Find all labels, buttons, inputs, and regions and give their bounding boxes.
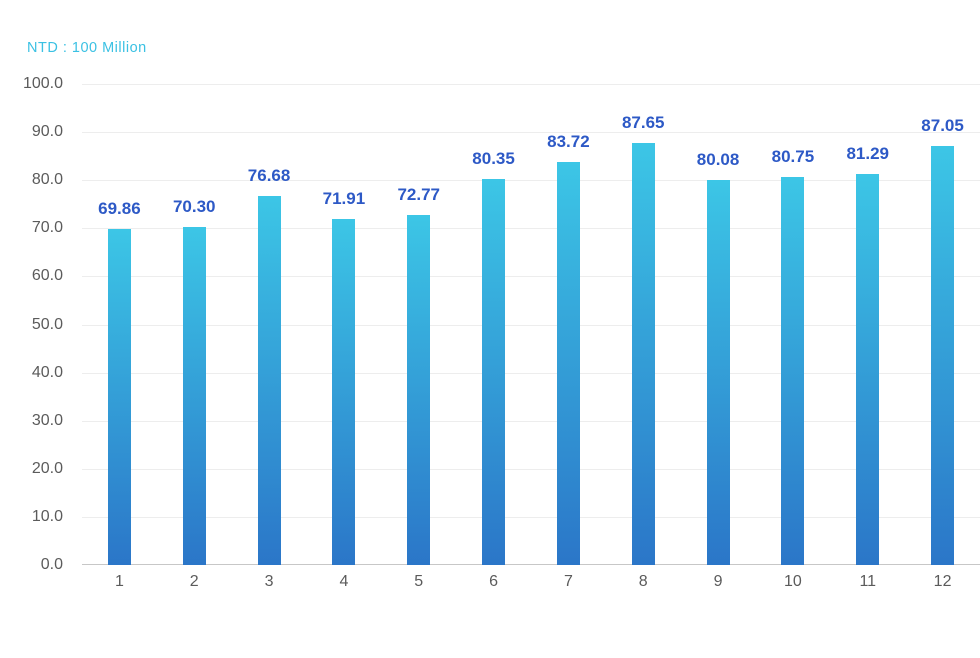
bar-month-12 [931, 146, 955, 565]
x-tick-label: 3 [264, 573, 274, 590]
y-tick-label: 80.0 [31, 171, 63, 189]
y-tick-label: 20.0 [31, 459, 63, 477]
bar-value-label: 80.35 [472, 148, 515, 168]
x-tick-label: 4 [339, 573, 349, 590]
y-tick-label: 70.0 [31, 219, 63, 237]
x-axis-labels: 1 2 3 4 5 6 7 8 9 10 11 12 [82, 571, 980, 593]
y-tick-label: 90.0 [31, 123, 63, 141]
y-tick-label: 30.0 [31, 411, 63, 429]
y-tick-label: 0.0 [40, 556, 63, 573]
bar-month-5 [407, 214, 431, 565]
bar-value-label: 72.77 [397, 184, 441, 204]
bar-value-label: 87.05 [921, 116, 964, 136]
x-tick-label: 10 [784, 573, 802, 590]
x-tick-label: 7 [563, 573, 573, 590]
chart-unit-label: NTD : 100 Million [27, 40, 147, 56]
bar-value-label: 80.08 [696, 149, 740, 169]
x-axis-baseline [82, 564, 980, 565]
bar-month-3 [257, 196, 281, 565]
y-tick-label: 40.0 [31, 363, 63, 381]
bar-value-label: 81.29 [846, 144, 890, 163]
x-tick-label: 1 [114, 573, 124, 590]
bar-month-4 [332, 219, 356, 565]
gridline [82, 468, 980, 470]
bar-value-label: 83.72 [547, 132, 590, 152]
bar-month-6 [482, 178, 506, 565]
bar-month-1 [107, 228, 131, 565]
x-tick-label: 11 [859, 573, 877, 590]
y-tick-label: 60.0 [31, 267, 63, 285]
bar-month-9 [706, 179, 730, 565]
x-tick-label: 12 [933, 573, 952, 590]
bar-value-label: 80.75 [771, 146, 815, 166]
bar-month-7 [556, 162, 580, 565]
bar-month-10 [781, 176, 805, 565]
plot-area: 69.86 70.30 76.68 71.91 72.77 80.35 83.72 87.65… [82, 84, 980, 565]
x-tick-label: 9 [713, 573, 723, 590]
gridline [82, 84, 980, 85]
gridline [82, 324, 980, 326]
gridline [82, 276, 980, 278]
gridline [82, 180, 980, 182]
bar-value-label: 71.91 [322, 189, 366, 209]
bars-layer: 69.86 70.30 76.68 71.91 72.77 80.35 83.72 87.65… [82, 84, 980, 565]
x-tick-label: 5 [414, 573, 424, 590]
gridline [82, 516, 980, 518]
bar-month-2 [182, 226, 206, 565]
y-tick-label: 10.0 [31, 507, 63, 525]
bar-value-label: 87.65 [621, 113, 665, 133]
bar-value-label: 70.30 [172, 196, 216, 216]
bar-month-11 [856, 174, 880, 565]
x-tick-label: 2 [189, 573, 199, 590]
gridline [82, 372, 980, 374]
gridline [82, 228, 980, 230]
y-axis-labels: 0.0 10.0 20.0 30.0 40.0 50.0 60.0 70.0 80.0 90.0 1… [0, 75, 63, 573]
y-tick-label: 100.0 [22, 75, 63, 92]
gridline [82, 420, 980, 422]
x-tick-label: 8 [638, 573, 648, 590]
gridline [82, 132, 980, 134]
x-tick-label: 6 [489, 573, 499, 590]
bar-value-label: 76.68 [247, 166, 291, 186]
bar-value-label: 69.86 [98, 198, 141, 218]
bar-month-8 [631, 143, 655, 565]
y-tick-label: 50.0 [31, 315, 63, 333]
